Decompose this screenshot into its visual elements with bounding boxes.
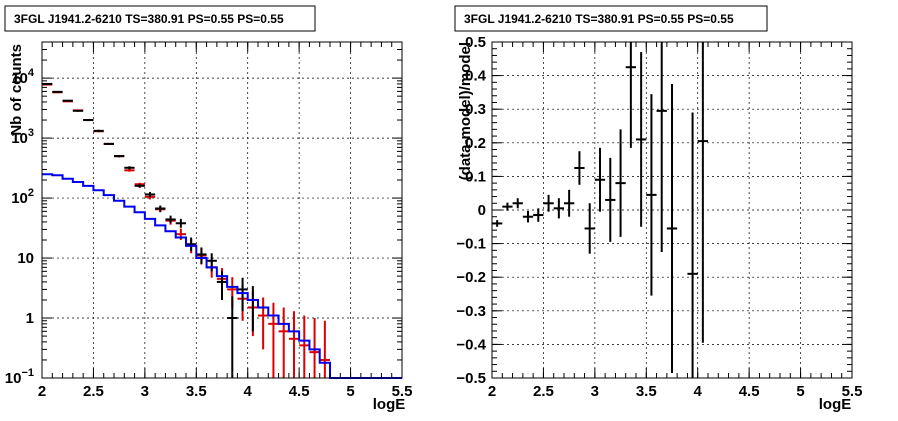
black-data-point [93, 129, 104, 133]
black-data-point [144, 192, 156, 198]
counts-chart-title: 3FGL J1941.2-6210 TS=380.91 PS=0.55 PS=0… [14, 12, 284, 26]
black-data-point [227, 296, 238, 378]
x-tick-label: 4.5 [289, 383, 310, 400]
x-tick-label: 2.5 [533, 383, 554, 400]
residual-chart-axes: 2 2.5 3 3.5 4 4.5 5 5.5 −0.5 −0.4 −0.3 −0.2 −0.1 0 0.1… [456, 34, 862, 400]
x-tick-label: 5 [346, 383, 354, 400]
x-tick-label: 4 [244, 383, 253, 400]
y-tick-label: 10 [17, 250, 34, 267]
y-tick-label: −0.2 [456, 269, 486, 286]
residual-point [605, 157, 616, 242]
x-tick-label: 5.5 [842, 383, 863, 400]
red-data-point [288, 311, 300, 378]
residual-chart-title: 3FGL J1941.2-6210 TS=380.91 PS=0.55 PS=0… [464, 12, 734, 26]
y-tick-label: 10−1 [5, 367, 34, 387]
red-data-point [124, 169, 135, 172]
red-data-point [309, 318, 320, 378]
y-tick-label: −0.5 [456, 370, 486, 387]
model-step-line [42, 173, 402, 379]
y-tick-label: 1 [26, 310, 34, 327]
residual-point [666, 84, 678, 373]
residual-title-frame [454, 5, 768, 32]
y-tick-label: 102 [11, 187, 34, 207]
x-tick-label: 5 [796, 383, 804, 400]
residual-point [522, 211, 534, 223]
counts-chart-frame [41, 41, 403, 379]
black-data-point [206, 253, 217, 272]
red-data-point [278, 307, 289, 378]
black-data-point [186, 237, 197, 252]
residual-point [574, 151, 585, 185]
black-data-point [155, 205, 166, 212]
x-tick-label: 3 [141, 383, 149, 400]
black-data-point [175, 218, 186, 228]
residual-point [625, 42, 636, 148]
residual-point [533, 208, 544, 222]
x-tick-label: 4 [694, 383, 703, 400]
residual-point [594, 147, 606, 212]
residual-point [564, 189, 575, 217]
y-tick-label: 0.2 [465, 135, 486, 152]
y-tick-label: 0.4 [465, 68, 487, 85]
y-tick-label: 0.1 [465, 168, 486, 185]
residual-chart-title-box: 3FGL J1941.2-6210 TS=380.91 PS=0.55 PS=0… [454, 5, 768, 32]
residual-point [553, 198, 564, 219]
red-data-point [299, 315, 310, 378]
counts-chart-grid [42, 42, 402, 379]
x-tick-label: 3.5 [636, 383, 657, 400]
black-data-point [237, 277, 248, 312]
counts-chart-marks [42, 82, 402, 379]
residual-point [615, 129, 626, 237]
y-tick-label: 0.3 [465, 101, 486, 118]
residual-x-axis-title: logE [819, 396, 852, 413]
y-tick-label: 0.5 [465, 34, 486, 51]
black-data-point [103, 142, 114, 145]
counts-chart-title-box: 3FGL J1941.2-6210 TS=380.91 PS=0.55 PS=0… [4, 5, 316, 32]
black-data-point [52, 90, 63, 93]
residual-point [687, 112, 698, 378]
x-tick-label: 2.5 [83, 383, 104, 400]
black-data-point [247, 286, 258, 332]
residual-point [636, 52, 647, 227]
residual-point [502, 202, 513, 211]
residual-point [646, 94, 657, 296]
y-tick-label: 0 [478, 202, 486, 219]
x-tick-label: 3 [591, 383, 599, 400]
counts-x-axis-title: logE [373, 396, 406, 413]
black-data-point [134, 183, 145, 188]
residual-chart-marks [492, 42, 708, 378]
y-tick-label: −0.3 [456, 303, 486, 320]
residual-point [656, 42, 667, 252]
residual-point [543, 194, 554, 212]
black-data-point [165, 215, 176, 224]
x-tick-label: 5.5 [392, 383, 413, 400]
x-tick-label: 2 [38, 383, 46, 400]
residual-point [697, 42, 708, 343]
residual-y-axis-title: (data-model)/model [457, 42, 474, 180]
residual-point [512, 198, 523, 209]
x-tick-label: 2 [488, 383, 496, 400]
black-data-point [62, 99, 73, 102]
residual-point [584, 203, 595, 254]
black-data-point [124, 166, 135, 170]
counts-title-frame [4, 5, 316, 32]
residual-chart: 2 2.5 3 3.5 4 4.5 5 5.5 −0.5 −0.4 −0.3 −0.2 −0.1 0 0.1… [454, 5, 862, 413]
counts-y-axis-title: Nb of counts [8, 44, 25, 136]
x-tick-label: 3.5 [186, 383, 207, 400]
red-data-point [319, 320, 330, 378]
red-data-point [258, 297, 269, 350]
x-tick-label: 4.5 [739, 383, 760, 400]
black-data-point [72, 109, 84, 112]
black-data-point [83, 119, 94, 122]
black-data-point [114, 155, 125, 158]
red-data-point [268, 302, 279, 378]
black-data-point [196, 247, 207, 264]
y-tick-label: −0.4 [456, 336, 486, 353]
y-tick-label: −0.1 [456, 236, 486, 253]
